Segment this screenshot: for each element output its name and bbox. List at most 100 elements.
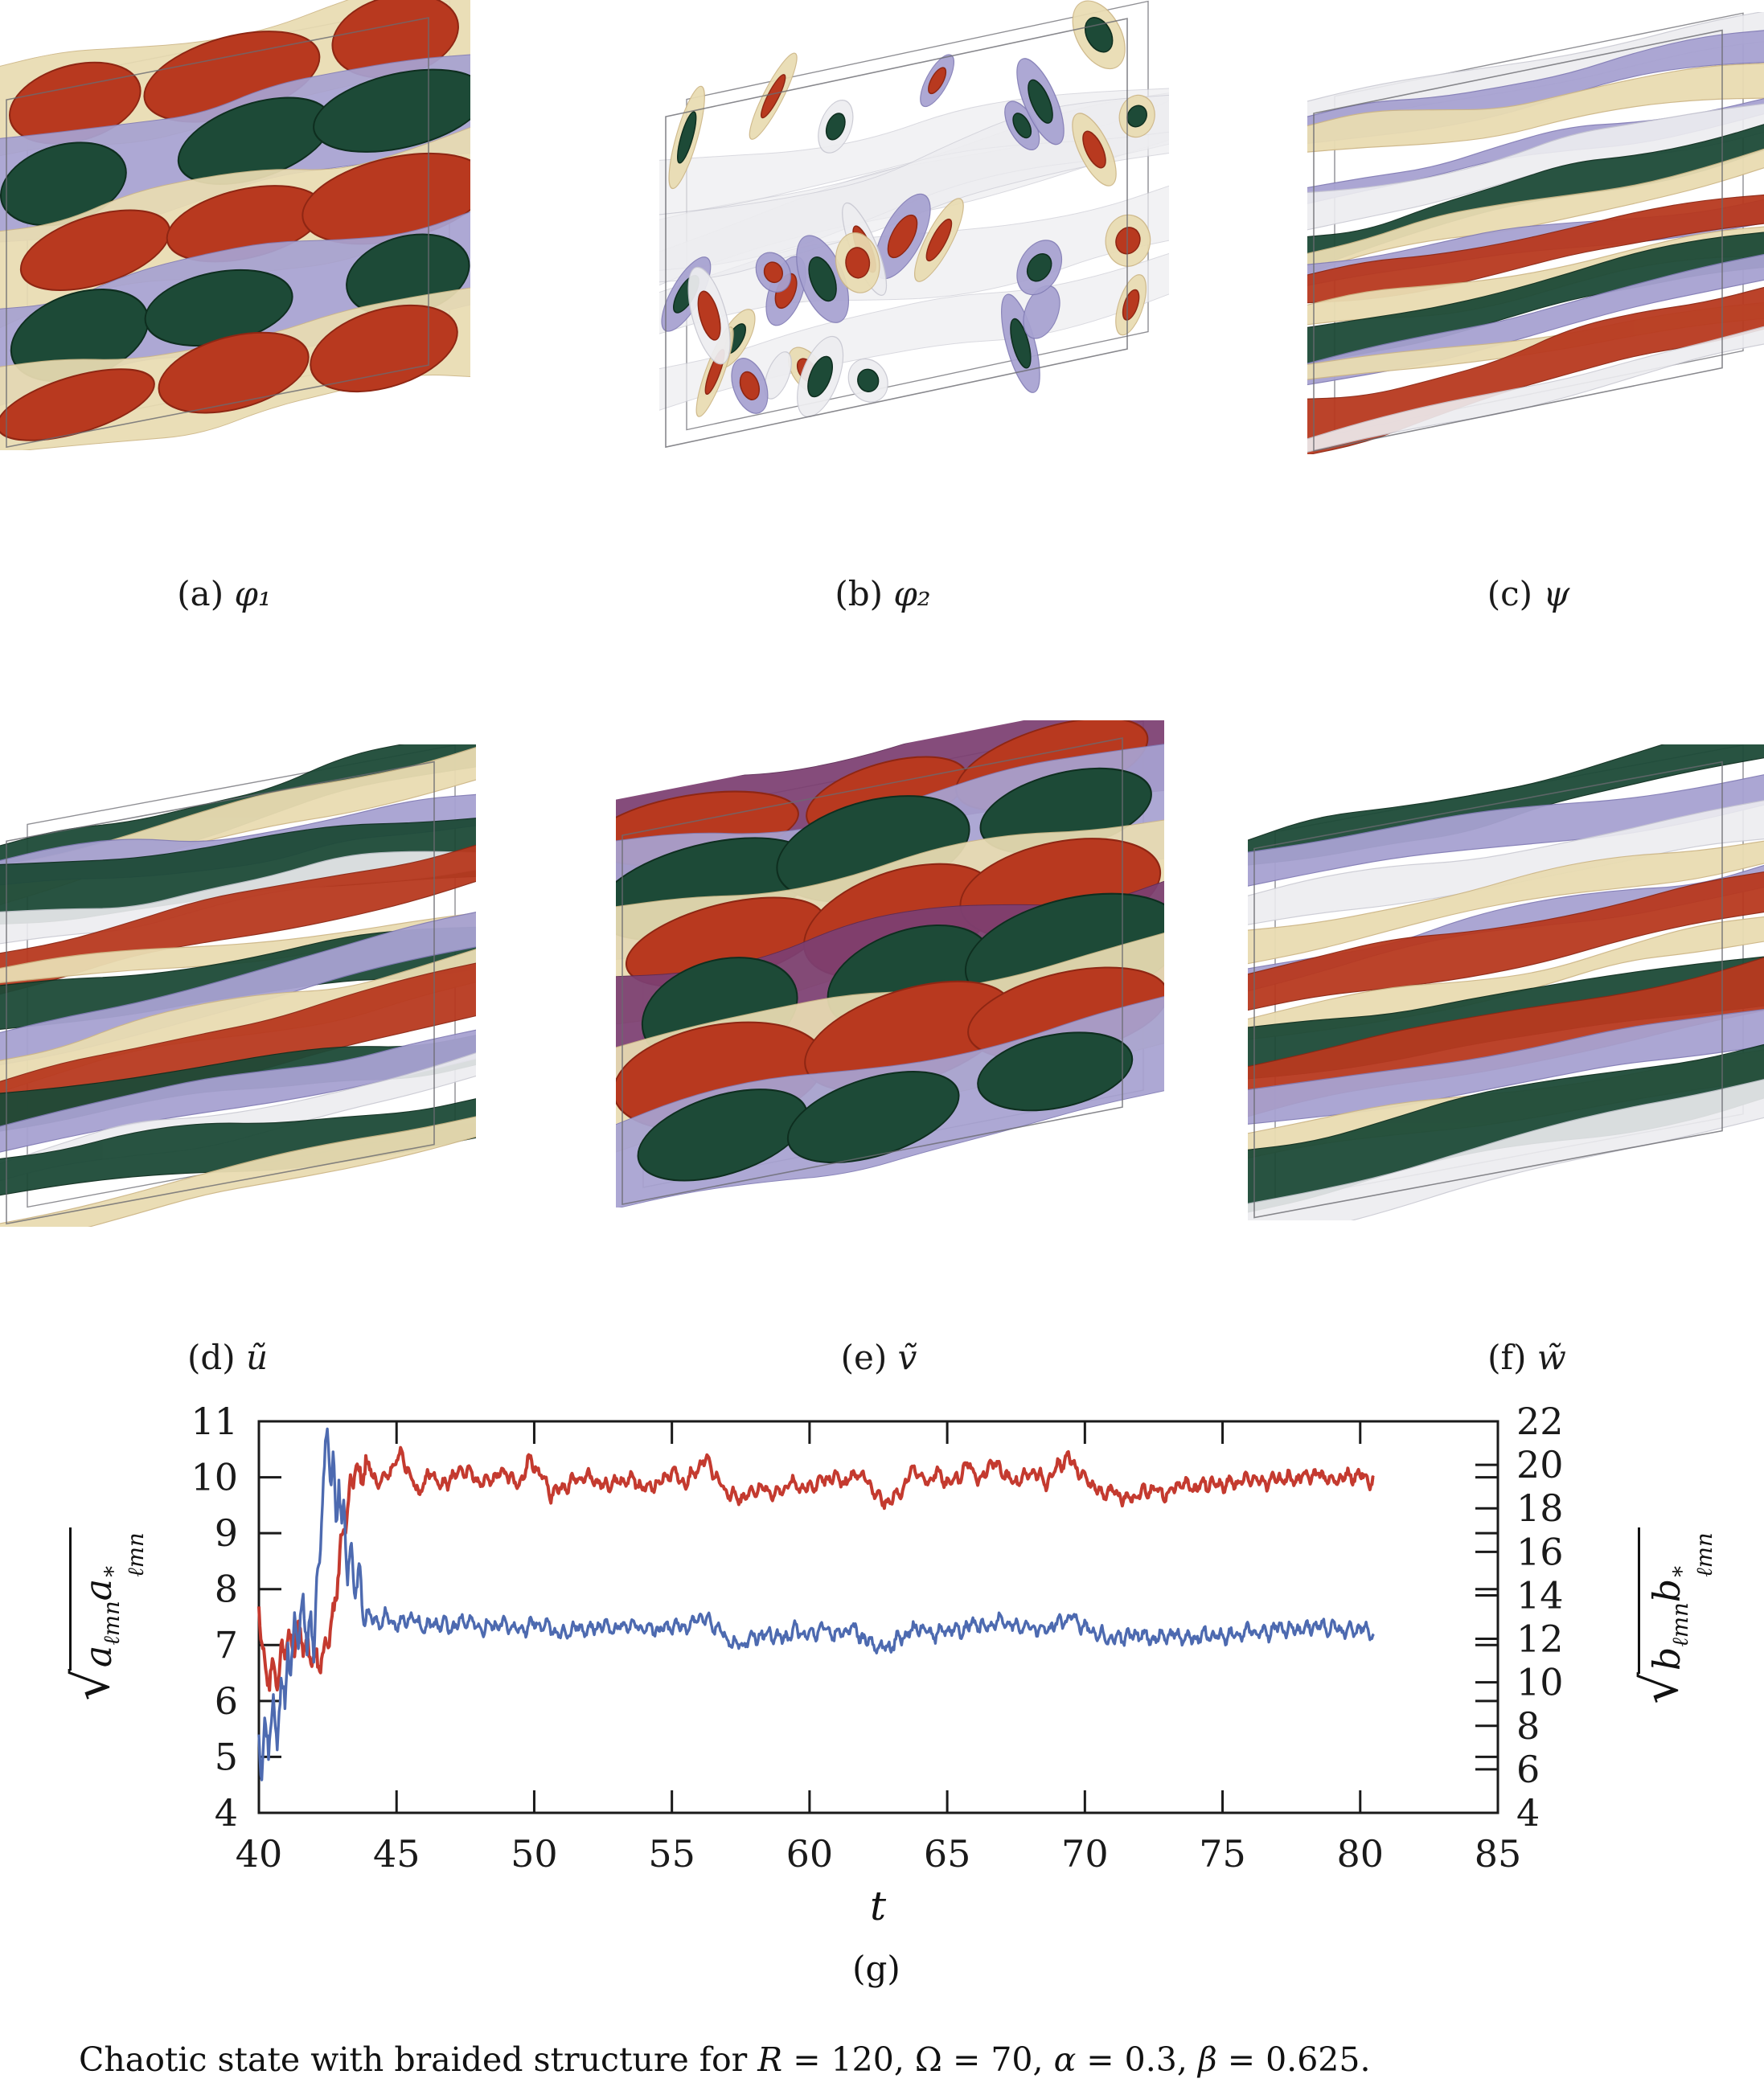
- caption-part: = 120,: [782, 2040, 915, 2079]
- y-right-tick-label: 16: [1516, 1530, 1564, 1573]
- caption: Chaotic state with braided structure for…: [79, 2040, 1371, 2079]
- y-right-tick-label: 10: [1516, 1661, 1564, 1704]
- coef-a-conj: a: [76, 1578, 120, 1601]
- isosurface-streak-red: [1307, 193, 1764, 304]
- panel-label-g: (g): [852, 1949, 900, 1988]
- isosurface-streak-lavender: [1248, 772, 1764, 889]
- coef-a-conj-sub: ℓmn: [121, 1532, 149, 1577]
- x-tick-label: 60: [786, 1832, 834, 1876]
- caption-part: α: [1053, 2040, 1077, 2079]
- coef-a-sub: ℓmn: [97, 1601, 125, 1646]
- x-tick-label: 80: [1337, 1832, 1385, 1876]
- x-tick-label: 55: [648, 1832, 695, 1876]
- box-frame-front: [6, 761, 435, 1225]
- y-right-axis-title: √ bℓmnb * ℓmn: [1620, 1423, 1733, 1809]
- y-left-tick-label: 6: [215, 1679, 238, 1723]
- isosurface-blob-red: [310, 304, 458, 393]
- panel-symbol-u: ũ: [245, 1338, 269, 1377]
- isosurface-streak-tan: [0, 1113, 476, 1227]
- panel-label-d: (d) ũ: [83, 1338, 372, 1377]
- isosurface-blob-red: [158, 331, 310, 414]
- x-tick-label: 65: [924, 1832, 971, 1876]
- isosurface-blob-green: [807, 355, 833, 398]
- isosurface-blob-red: [739, 371, 761, 400]
- y-right-tick-label: 22: [1516, 1400, 1564, 1443]
- isosurface-blob-red: [763, 261, 784, 284]
- isosurface-panel-v: [616, 720, 1164, 1207]
- y-right-tick-label: 8: [1516, 1704, 1540, 1748]
- isosurface-blob-red: [928, 67, 947, 95]
- y-right-tick-label: 14: [1516, 1573, 1564, 1617]
- figure-shape: [1307, 12, 1764, 454]
- isosurface-panel-psi: [1307, 12, 1764, 454]
- y-left-tick-label: 9: [215, 1511, 238, 1555]
- panel-label-a: (a) φ₁: [80, 574, 369, 613]
- figure-shape: [659, 0, 1169, 449]
- caption-part: = 0.3,: [1076, 2040, 1198, 2079]
- figure-shape: [0, 0, 470, 450]
- isosurface-blob-green: [1012, 113, 1032, 139]
- y-right-tick-label: 12: [1516, 1617, 1564, 1661]
- series-line-a: [257, 1445, 1375, 1692]
- figure-shape: [1248, 744, 1764, 1220]
- isosurface-blob-red: [1115, 227, 1141, 255]
- figure-shape: [616, 720, 1164, 1207]
- panel-letter-a: (a): [177, 574, 224, 613]
- panel-label-c: (c) ψ: [1384, 574, 1673, 613]
- isosurface-streak-lavender: [0, 1027, 476, 1155]
- isosurface-render-phi1: [0, 0, 470, 450]
- panel-letter-b: (b): [835, 574, 884, 613]
- isosurface-render-w: [1248, 744, 1764, 1220]
- isosurface-panel-w: [1248, 744, 1764, 1220]
- isosurface-render-u: [0, 744, 476, 1227]
- figure-shape: [1307, 12, 1764, 454]
- y-left-tick-label: 8: [215, 1568, 238, 1611]
- isosurface-streak-red: [1248, 869, 1764, 1013]
- isosurface-streak-white: [1248, 1076, 1764, 1220]
- caption-part: = 70,: [941, 2040, 1054, 2079]
- isosurface-blob-green: [313, 68, 470, 153]
- isosurface-blob-green: [1010, 318, 1032, 369]
- isosurface-blob-green: [786, 1071, 960, 1164]
- sqrt-sign: √: [1630, 1672, 1689, 1704]
- panel-symbol-v: ṽ: [897, 1338, 917, 1377]
- figure-shape: [659, 0, 1169, 418]
- isosurface-blob-green: [1026, 253, 1052, 282]
- panel-symbol-psi: ψ: [1543, 574, 1570, 613]
- isosurface-streak-tan: [1248, 838, 1764, 966]
- figure-shape: [0, 0, 470, 450]
- conj-star: *: [1668, 1565, 1696, 1577]
- isosurface-blob-green: [825, 113, 846, 141]
- halo-blob-white: [764, 351, 792, 400]
- isosurface-render-phi2: [659, 0, 1169, 449]
- isosurface-render-v: [616, 720, 1164, 1207]
- box-frame-front: [622, 737, 1123, 1206]
- plot-frame: [257, 1420, 1499, 1814]
- panel-letter-e: (e): [840, 1338, 888, 1377]
- caption-part: = 0.625.: [1216, 2040, 1371, 2079]
- y-right-tick-label: 18: [1516, 1486, 1564, 1530]
- x-tick-label: 70: [1061, 1832, 1109, 1876]
- x-tick-label: 50: [511, 1832, 558, 1876]
- y-left-axis-title: √ aℓmna * ℓmn: [51, 1421, 164, 1807]
- figure-shape: [616, 720, 1164, 1207]
- panel-symbol-w: w̃: [1536, 1338, 1566, 1377]
- series-line-b: [257, 1427, 1375, 1781]
- figure-shape: [0, 744, 476, 1227]
- panel-label-e: (e) ṽ: [734, 1338, 1024, 1377]
- caption-part: R: [757, 2040, 783, 2079]
- panel-label-f: (f) w̃: [1382, 1338, 1672, 1377]
- isosurface-blob-green: [677, 111, 697, 164]
- panel-symbol-phi1: φ₁: [234, 574, 272, 613]
- isosurface-streak-tan: [0, 911, 476, 985]
- box-frame-front: [1253, 761, 1723, 1219]
- isosurface-streak-white: [1307, 102, 1764, 233]
- panel-letter-d: (d): [187, 1338, 236, 1377]
- x-axis-title: t: [869, 1883, 887, 1929]
- box-frame-front: [6, 17, 429, 449]
- caption-part: Chaotic state with braided structure for: [79, 2040, 758, 2079]
- isosurface-streak-tan: [1307, 62, 1764, 154]
- coef-b-conj: b: [1644, 1578, 1688, 1603]
- isosurface-panel-u: [0, 744, 476, 1227]
